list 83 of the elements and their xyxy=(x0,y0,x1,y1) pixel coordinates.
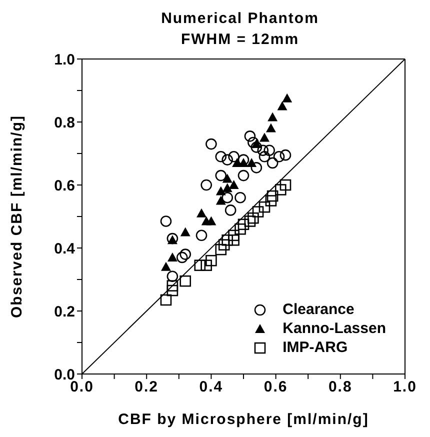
point xyxy=(218,239,230,250)
x-tick-label: 0.6 xyxy=(264,378,288,396)
point xyxy=(216,186,226,196)
point xyxy=(166,232,178,244)
point xyxy=(160,294,172,306)
point xyxy=(166,284,178,296)
point xyxy=(266,157,278,169)
legend-label: Clearance xyxy=(282,301,354,318)
point xyxy=(234,192,246,204)
point xyxy=(206,216,216,226)
point xyxy=(222,192,233,204)
point xyxy=(280,179,292,191)
point xyxy=(180,248,192,260)
y-tick-label: 1.0 xyxy=(54,51,75,68)
point xyxy=(216,196,226,205)
point xyxy=(206,254,217,266)
point xyxy=(282,93,292,102)
point xyxy=(258,201,270,213)
point xyxy=(228,230,240,242)
point xyxy=(228,151,240,162)
point xyxy=(196,208,207,218)
point xyxy=(246,158,257,167)
point xyxy=(167,235,178,244)
point xyxy=(250,142,262,153)
y-tick-label: 0.2 xyxy=(54,303,75,320)
chart-subtitle: FWHM = 12mm xyxy=(180,30,300,50)
point xyxy=(258,151,270,162)
point xyxy=(268,112,278,122)
point xyxy=(222,234,233,246)
point xyxy=(250,162,262,174)
point xyxy=(222,183,232,192)
x-tick-label: 0.4 xyxy=(199,378,224,396)
point xyxy=(196,230,208,242)
x-axis-title: CBF by Microsphere [ml/min/g] xyxy=(118,411,369,428)
point xyxy=(222,154,233,166)
point xyxy=(200,179,212,191)
point xyxy=(224,204,236,216)
point xyxy=(277,101,288,110)
point xyxy=(222,174,232,183)
point xyxy=(180,227,190,236)
point xyxy=(238,218,250,230)
point xyxy=(194,260,206,271)
legend-label: IMP-ARG xyxy=(282,339,348,356)
y-axis-title: Observed CBF [ml/min/g] xyxy=(8,114,26,318)
point xyxy=(266,190,278,202)
point xyxy=(257,144,269,156)
x-tick-label: 0.0 xyxy=(70,378,94,396)
point xyxy=(228,234,240,246)
point xyxy=(248,212,259,224)
point xyxy=(166,280,178,292)
x-tick-label: 0.2 xyxy=(134,378,159,396)
point xyxy=(215,170,227,182)
point xyxy=(228,180,239,189)
point xyxy=(244,216,256,227)
point xyxy=(265,195,277,206)
point xyxy=(266,123,276,132)
x-tick-label: 1.0 xyxy=(393,378,417,396)
point xyxy=(215,244,227,256)
point xyxy=(238,170,250,182)
point xyxy=(167,252,178,262)
y-tick-label: 0.4 xyxy=(54,240,76,258)
point xyxy=(200,260,212,271)
point xyxy=(273,151,285,162)
point xyxy=(215,151,227,162)
point xyxy=(264,144,275,156)
x-tick-label: 0.8 xyxy=(328,378,352,396)
point xyxy=(176,252,188,264)
point xyxy=(206,138,217,150)
y-tick-label: 0.8 xyxy=(54,114,75,132)
legend-label: Kanno-Lassen xyxy=(282,320,386,337)
point xyxy=(280,149,292,161)
point xyxy=(160,262,171,271)
y-tick-label: 0.6 xyxy=(54,177,75,194)
point xyxy=(166,270,178,282)
point xyxy=(244,130,256,142)
point xyxy=(259,132,270,142)
point xyxy=(180,275,192,287)
point xyxy=(234,223,246,235)
point xyxy=(274,184,286,196)
point xyxy=(160,216,172,227)
point xyxy=(252,206,264,218)
point xyxy=(251,139,262,148)
chart-title: Numerical Phantom xyxy=(160,9,320,29)
